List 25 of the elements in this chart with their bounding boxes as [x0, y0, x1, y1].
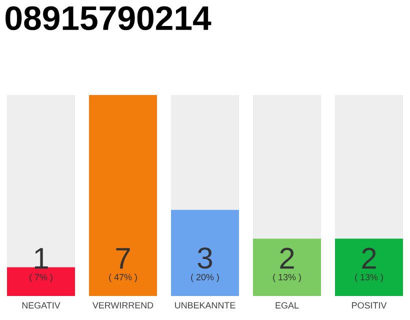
chart-title: 08915790214 — [6, 6, 212, 30]
bar — [89, 95, 157, 296]
annotation: ( 7% ) — [30, 274, 52, 282]
data-label: 2 — [280, 248, 294, 269]
bar — [253, 238, 322, 296]
data-label: 3 — [198, 248, 212, 269]
x-tick-label: POSITIV — [352, 302, 387, 309]
x-tick-label: EGAL — [276, 302, 299, 309]
bar — [7, 267, 75, 296]
bar — [7, 95, 75, 268]
data-label: 2 — [362, 248, 376, 269]
bar — [335, 95, 404, 239]
data-label: 7 — [116, 248, 130, 269]
bar — [171, 95, 240, 210]
annotation: ( 13% ) — [355, 274, 383, 282]
data-label: 1 — [34, 248, 48, 269]
x-tick-label: NEGATIV — [22, 302, 60, 309]
annotation: ( 20% ) — [191, 274, 219, 282]
bar — [171, 210, 240, 296]
annotation: ( 13% ) — [273, 274, 301, 282]
annotation: ( 47% ) — [109, 274, 137, 282]
bar — [335, 238, 404, 296]
x-tick-label: UNBEKANNTE — [175, 302, 236, 308]
x-tick-label: VERWIRREND — [92, 302, 154, 308]
bar — [253, 95, 322, 239]
